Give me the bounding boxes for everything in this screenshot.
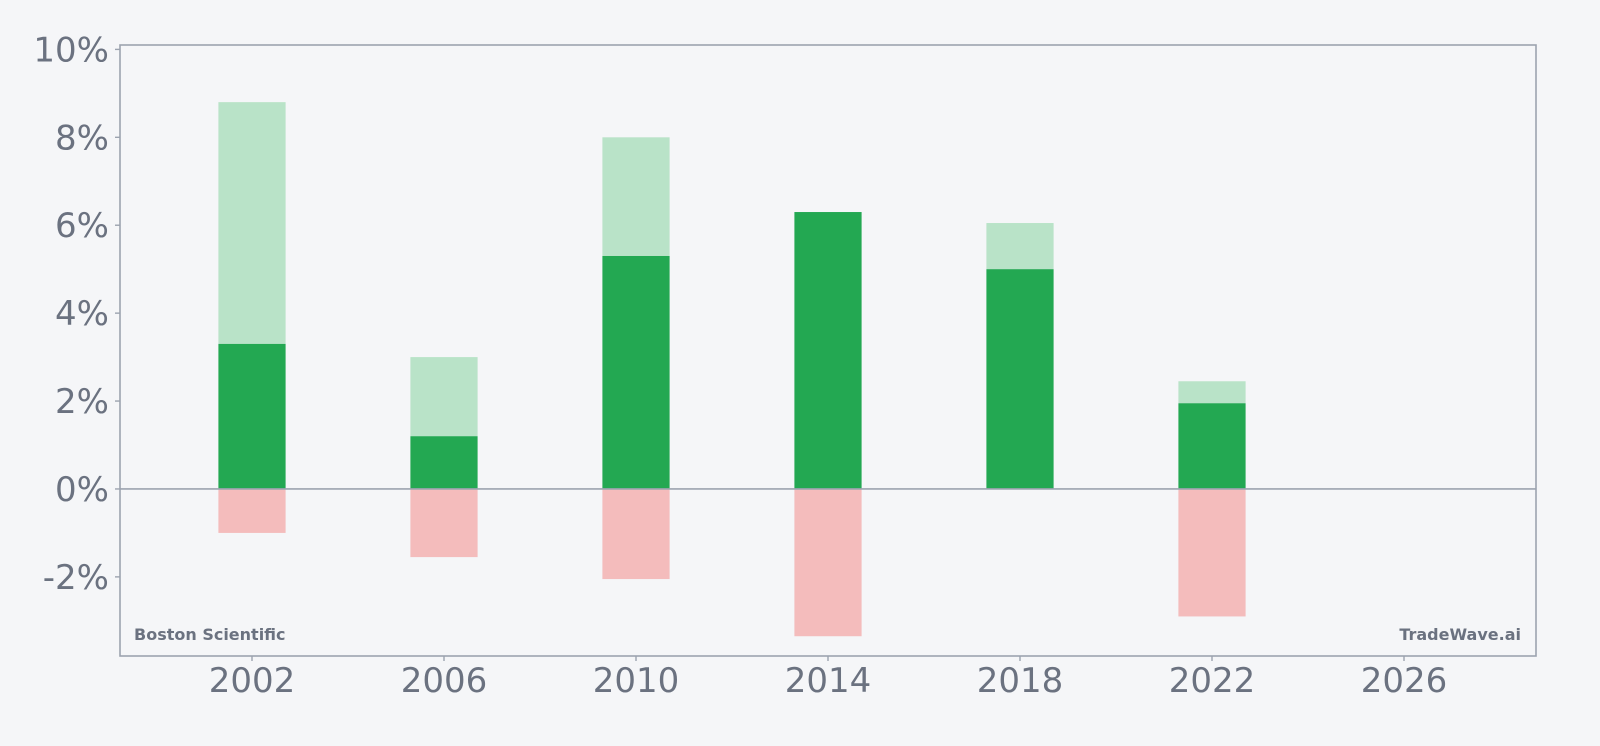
- x-tick-label: 2014: [785, 661, 872, 701]
- bar-negative-2014: [794, 488, 862, 637]
- bar-primary-2010: [602, 255, 670, 489]
- bar-negative-2022: [1178, 488, 1246, 617]
- y-tick-label: 4%: [55, 294, 109, 334]
- bar-primary-2014: [794, 212, 862, 489]
- y-tick-label: 6%: [55, 206, 109, 246]
- x-tick-label: 2018: [977, 661, 1064, 701]
- x-tick-label: 2026: [1361, 661, 1448, 701]
- bar-upper-2006: [410, 357, 478, 437]
- bar-upper-2002: [218, 102, 286, 344]
- y-tick-label: 0%: [55, 470, 109, 510]
- y-tick-label: 10%: [33, 30, 109, 70]
- x-tick-label: 2002: [209, 661, 296, 701]
- annotation-right: TradeWave.ai: [1399, 625, 1521, 644]
- tick-labels: 10% 8% 6% 4% 2% 0% -2% 2002 2006 2010 2014 2018 2022…: [33, 30, 1447, 701]
- y-tick-label: 2%: [55, 382, 109, 422]
- bar-negative-2010: [602, 488, 670, 580]
- bars: [218, 102, 1246, 637]
- bar-negative-2002: [218, 488, 286, 533]
- bar-upper-2022: [1178, 381, 1246, 404]
- x-tick-label: 2022: [1169, 661, 1256, 701]
- x-tick-label: 2006: [401, 661, 488, 701]
- bar-primary-2022: [1178, 403, 1246, 489]
- y-tick-label: 8%: [55, 118, 109, 158]
- bar-primary-2002: [218, 343, 286, 489]
- bar-primary-2006: [410, 436, 478, 489]
- y-tick-label: -2%: [43, 558, 109, 598]
- x-tick-label: 2010: [593, 661, 680, 701]
- annotation-left: Boston Scientific: [134, 625, 286, 644]
- bar-upper-2018: [986, 223, 1054, 270]
- bar-negative-2006: [410, 488, 478, 558]
- bar-primary-2018: [986, 269, 1054, 489]
- bar-upper-2010: [602, 137, 670, 256]
